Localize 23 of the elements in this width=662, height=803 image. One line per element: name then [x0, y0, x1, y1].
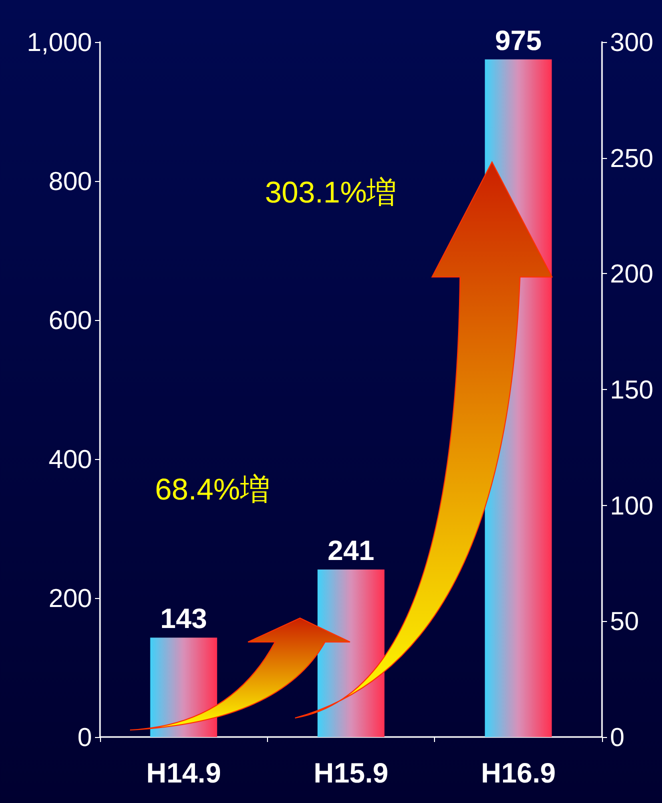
y-tick-label: 200 — [48, 583, 92, 613]
y2-tick-label: 0 — [610, 722, 624, 752]
y2-tick-label: 300 — [610, 27, 654, 57]
y-tick-label: 600 — [48, 305, 92, 335]
y-tick-label: 400 — [48, 444, 92, 474]
y2-tick-label: 150 — [610, 374, 654, 404]
y-tick-label: 0 — [78, 722, 92, 752]
data-label: 241 — [328, 535, 374, 566]
x-tick-label: H15.9 — [314, 758, 388, 788]
annotation: 303.1%増 — [265, 176, 397, 210]
y2-tick-label: 50 — [610, 606, 639, 636]
y2-tick-label: 100 — [610, 490, 654, 520]
bar — [318, 570, 384, 737]
x-tick-label: H14.9 — [146, 758, 222, 788]
y-tick-label: 800 — [48, 166, 92, 196]
bar — [150, 638, 218, 737]
annotation: 68.4%増 — [155, 474, 270, 506]
y2-tick-label: 200 — [610, 258, 654, 289]
y2-tick-label: 250 — [610, 142, 654, 173]
data-label: 975 — [494, 24, 542, 56]
data-label: 143 — [160, 603, 208, 634]
y-tick-label: 1,000 — [26, 27, 92, 57]
x-tick-label: H16.9 — [480, 758, 556, 788]
